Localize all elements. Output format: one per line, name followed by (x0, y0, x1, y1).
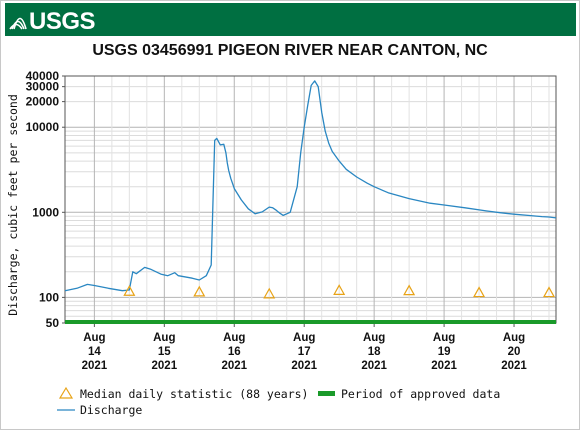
median-marker (403, 284, 416, 296)
y-tick-label: 1000 (32, 205, 59, 219)
y-tick-label: 50 (46, 316, 60, 330)
median-marker (263, 287, 276, 299)
x-tick-label: 17 (298, 346, 311, 358)
median-marker (333, 284, 346, 295)
x-tick-label: 20 (508, 346, 521, 358)
y-tick-label: 100 (39, 290, 59, 304)
x-tick-label: 14 (88, 346, 101, 358)
y-tick-label: 10000 (26, 120, 60, 134)
median-marker (193, 285, 206, 297)
usgs-logo: USGS (9, 8, 96, 33)
y-tick-label: 40000 (26, 69, 60, 83)
median-marker (473, 286, 486, 298)
x-axis-ticks: Aug 14 2021 Aug 15 2021 Aug 16 2021 Aug 17 2021 Aug 1… (82, 323, 527, 372)
legend-median-marker (58, 386, 74, 399)
plot-area-border (64, 75, 557, 324)
x-tick-label: 2021 (361, 360, 387, 372)
legend-approved-label: Period of approved data (341, 387, 500, 401)
x-tick-label: Aug (223, 332, 245, 344)
x-tick-label: Aug (153, 332, 175, 344)
x-tick-label: 19 (438, 346, 451, 358)
legend-median-label: Median daily statistic (88 years) (80, 387, 308, 401)
x-tick-label: Aug (363, 332, 385, 344)
x-tick-label: 15 (158, 346, 171, 358)
x-tick-label: Aug (503, 332, 525, 344)
legend-discharge-label: Discharge (80, 403, 142, 417)
legend-approved-swatch (318, 391, 335, 396)
legend: Median daily statistic (88 years) Period… (57, 386, 500, 417)
y-tick-label: 30000 (26, 80, 60, 94)
x-tick-label: 18 (368, 346, 381, 358)
usgs-logo-wave-icon (9, 17, 27, 30)
x-tick-label: Aug (83, 332, 105, 344)
x-tick-label: 2021 (501, 360, 527, 372)
y-tick-label: 20000 (26, 95, 60, 109)
grid (65, 75, 556, 324)
x-tick-label: 2021 (152, 360, 178, 372)
usgs-header-bar: USGS (5, 3, 576, 36)
series (64, 80, 557, 324)
usgs-logo-text: USGS (29, 8, 96, 33)
x-tick-label: 16 (228, 346, 241, 358)
approved-data-band (65, 320, 556, 324)
chart-title: USGS 03456991 PIGEON RIVER NEAR CANTON, … (92, 42, 488, 59)
x-tick-label: 2021 (291, 360, 317, 372)
x-tick-label: Aug (433, 332, 455, 344)
x-tick-label: Aug (293, 332, 315, 344)
y-axis-label: Discharge, cubic feet per second (6, 94, 20, 316)
median-marker (542, 286, 556, 298)
x-tick-label: 2021 (82, 360, 108, 372)
median-marker (123, 285, 136, 296)
x-tick-label: 2021 (221, 360, 247, 372)
x-tick-label: 2021 (431, 360, 457, 372)
discharge-line (64, 80, 557, 292)
